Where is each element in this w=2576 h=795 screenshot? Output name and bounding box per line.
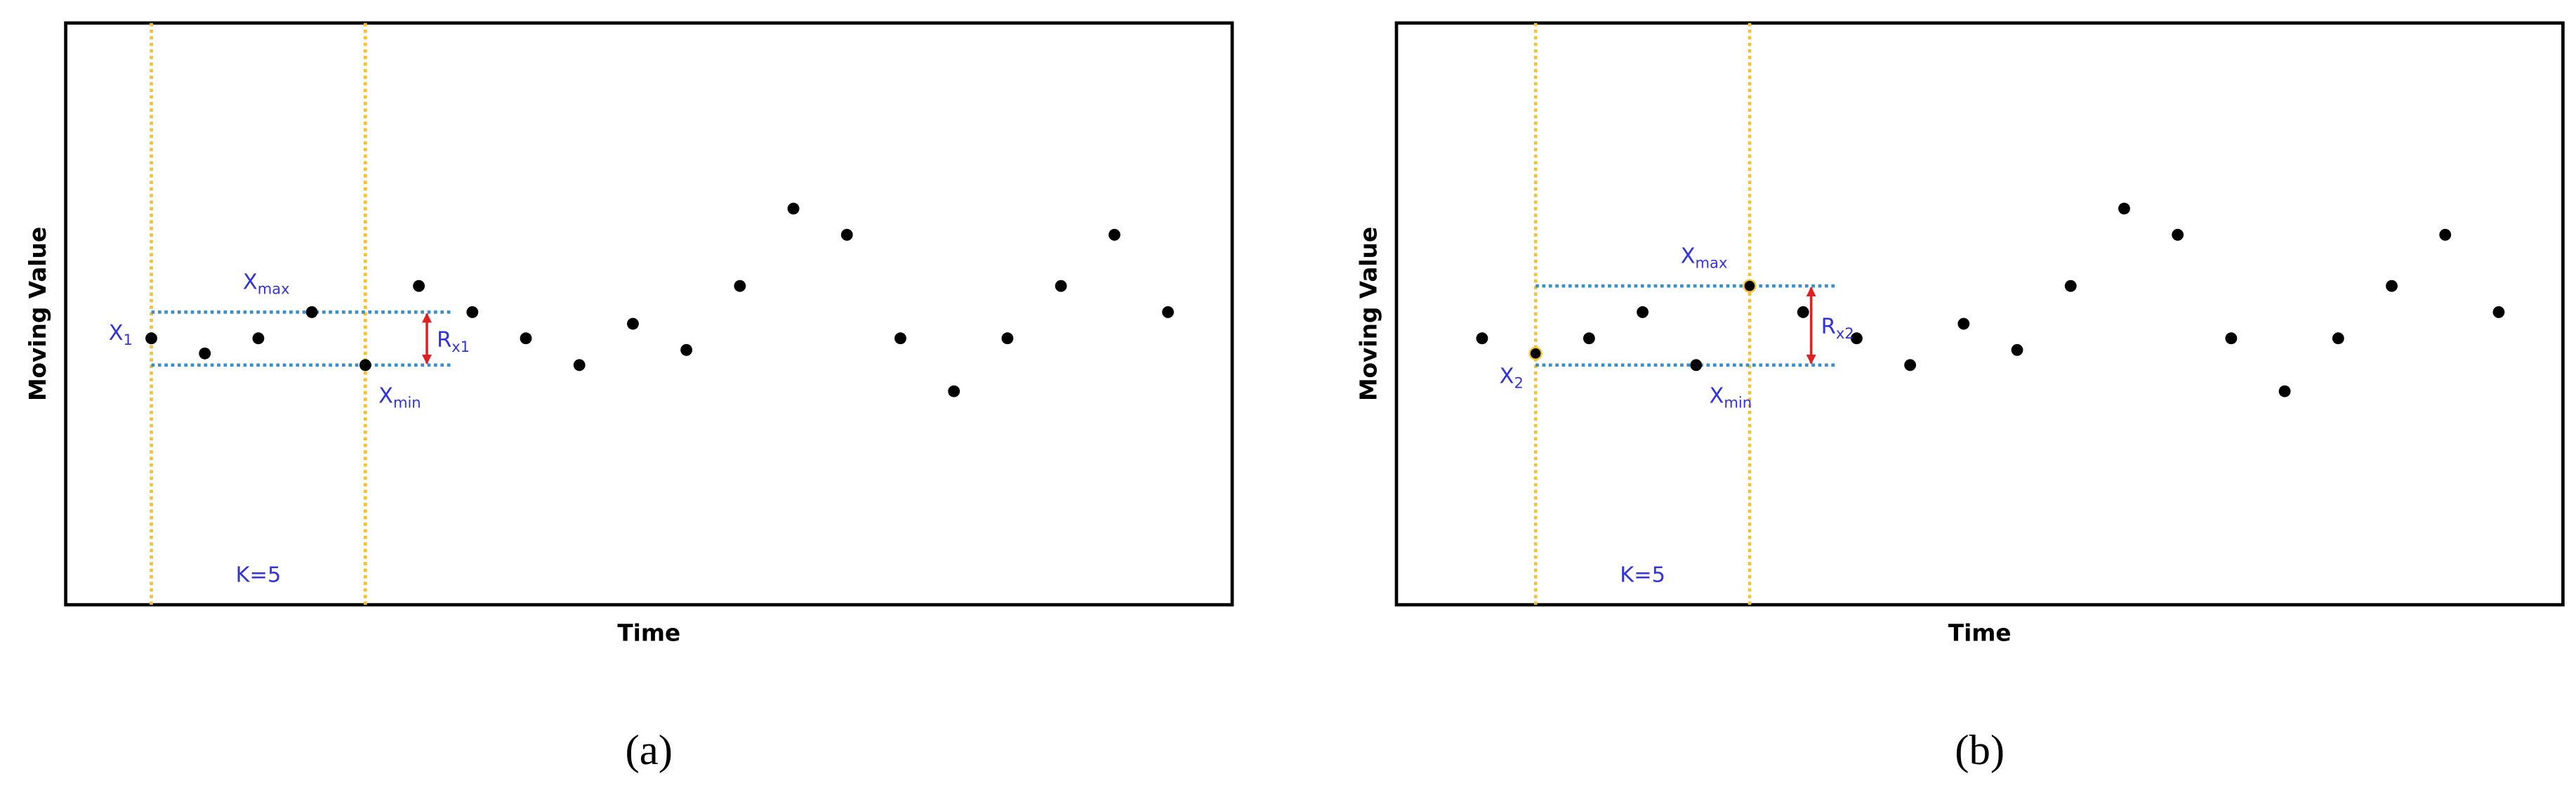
range-label-base: R	[1821, 315, 1836, 339]
start-label: X1	[109, 321, 133, 348]
start-label-base: X	[109, 321, 124, 346]
data-point	[2439, 228, 2452, 241]
data-point	[1162, 306, 1174, 318]
data-point	[2011, 343, 2023, 356]
min-label-base: X	[378, 384, 393, 409]
data-point	[252, 332, 265, 345]
figure-root: Moving ValueTime(a)X1XmaxXminRx1K=5Movin…	[25, 21, 2565, 774]
data-point	[1904, 359, 1917, 372]
plot-frame	[64, 21, 1234, 607]
data-point	[627, 317, 639, 330]
max-label: Xmax	[243, 270, 290, 298]
data-point	[1797, 306, 1809, 318]
y-axis-label: Moving Value	[25, 227, 51, 401]
data-point	[840, 228, 853, 241]
data-point	[413, 280, 425, 292]
min-label: Xmin	[1710, 384, 1752, 412]
data-point	[2118, 202, 2130, 215]
window-label: K=5	[1620, 563, 1665, 587]
data-point	[734, 280, 746, 292]
data-point	[1957, 317, 1970, 330]
data-point	[680, 343, 693, 356]
data-point	[1476, 332, 1488, 345]
data-point	[199, 347, 211, 360]
data-point	[145, 332, 157, 345]
data-point	[1001, 332, 1014, 345]
data-point	[305, 306, 318, 318]
data-point	[1637, 306, 1649, 318]
min-label-base: X	[1710, 384, 1724, 409]
data-point	[1055, 280, 1067, 292]
x-axis-label: Time	[617, 620, 680, 647]
data-point	[948, 385, 960, 398]
data-point	[787, 202, 800, 215]
data-point	[1850, 332, 1863, 345]
range-label-sub: x1	[451, 338, 470, 355]
y-axis-label: Moving Value	[1356, 227, 1382, 401]
max-label-base: X	[1681, 244, 1696, 268]
data-point	[894, 332, 906, 345]
window-label: K=5	[236, 563, 282, 587]
data-point	[466, 306, 479, 318]
max-label-sub: max	[1696, 254, 1728, 271]
data-point	[2172, 228, 2184, 241]
max-label-base: X	[243, 270, 258, 295]
data-point	[2332, 332, 2344, 345]
min-label-sub: min	[393, 394, 421, 412]
min-label: Xmin	[378, 384, 421, 412]
caption: (b)	[1955, 727, 2004, 774]
max-label: Xmax	[1681, 244, 1728, 271]
data-point	[2278, 385, 2291, 398]
data-point	[573, 359, 586, 372]
data-point	[1528, 346, 1543, 360]
range-label-sub: x2	[1836, 324, 1854, 342]
caption: (a)	[626, 727, 673, 774]
start-label: X2	[1500, 364, 1524, 391]
data-point	[2225, 332, 2238, 345]
data-point	[1108, 228, 1121, 241]
start-label-sub: 1	[124, 331, 133, 348]
range-label: Rx2	[1821, 315, 1854, 342]
range-label-base: R	[437, 328, 451, 353]
max-label-sub: max	[258, 280, 290, 298]
data-point	[2386, 280, 2398, 292]
min-label-sub: min	[1724, 394, 1752, 412]
data-point	[2064, 280, 2077, 292]
start-label-sub: 2	[1514, 374, 1524, 391]
range-label: Rx1	[437, 328, 470, 355]
data-point	[2492, 306, 2505, 318]
plot-frame	[1394, 21, 2565, 607]
data-point	[1583, 332, 1595, 345]
data-point	[1690, 359, 1703, 372]
data-point	[520, 332, 532, 345]
data-point	[1743, 279, 1757, 293]
start-label-base: X	[1500, 364, 1514, 388]
data-point	[359, 359, 371, 372]
x-axis-label: Time	[1948, 620, 2012, 647]
